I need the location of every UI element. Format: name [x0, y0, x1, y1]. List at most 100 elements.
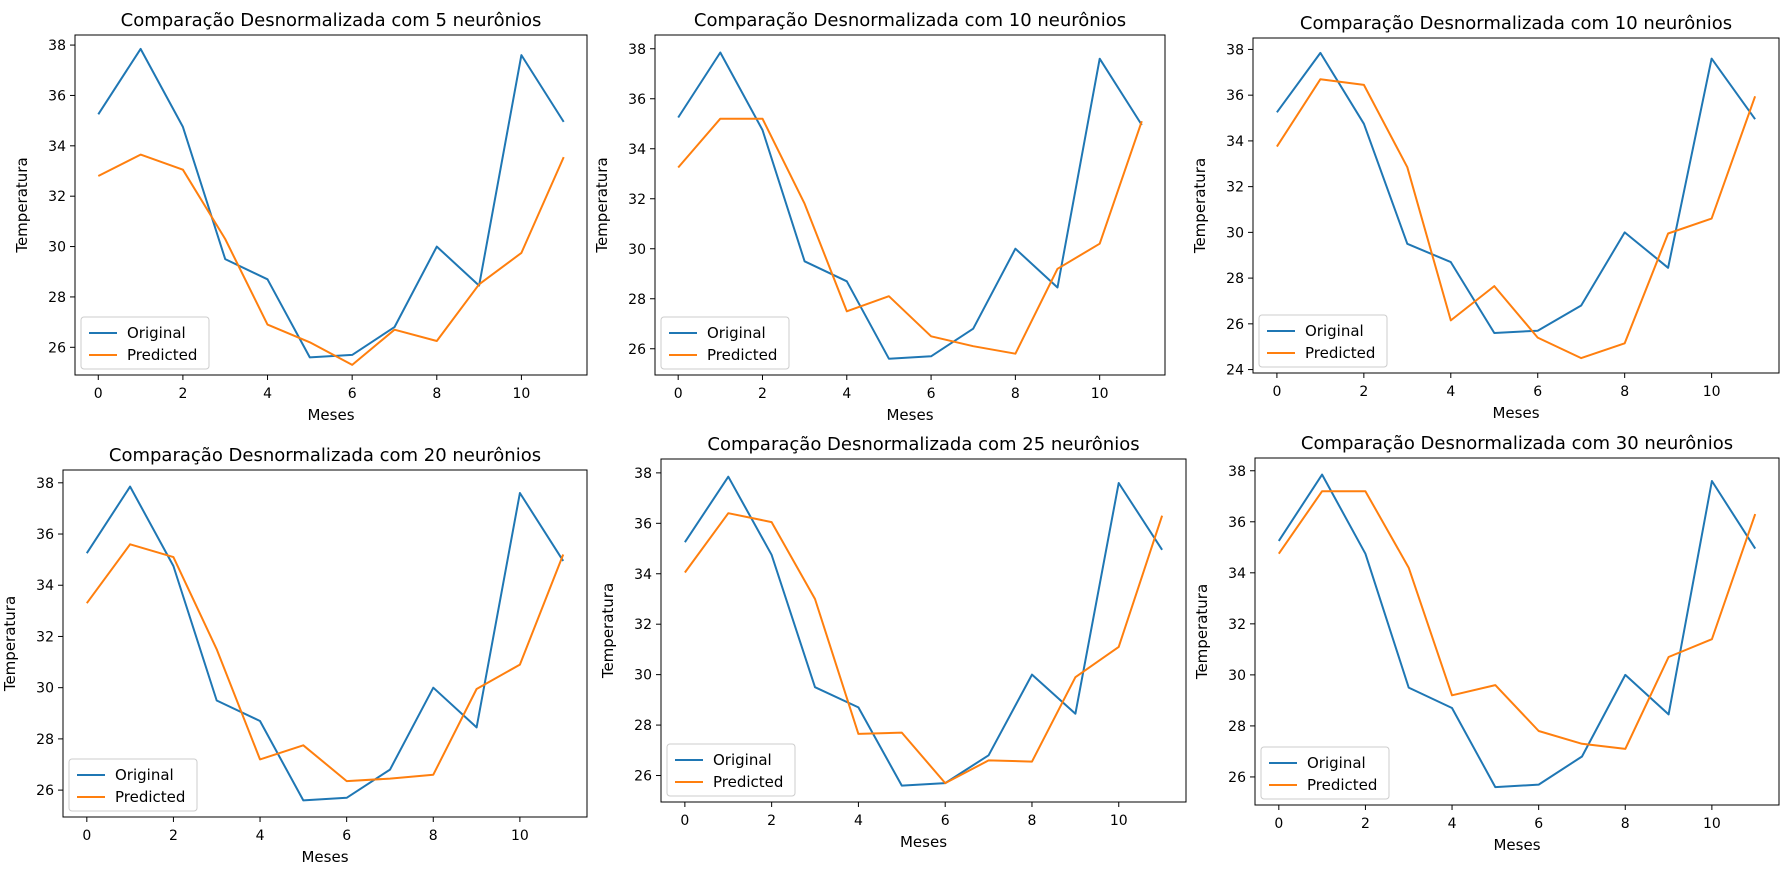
y-tick-label: 36	[48, 88, 66, 104]
x-tick-label: 8	[1621, 816, 1630, 832]
y-tick-label: 34	[48, 139, 66, 155]
y-tick-label: 38	[628, 42, 646, 58]
series-line-original	[677, 51, 1143, 360]
plot-frame	[660, 458, 1187, 803]
legend-label-original: Original	[707, 324, 766, 342]
y-tick-label: 30	[634, 668, 652, 684]
y-tick-label: 28	[1228, 719, 1246, 735]
x-tick-label: 2	[1361, 816, 1370, 832]
series-line-predicted	[97, 153, 565, 366]
y-tick-label: 28	[628, 292, 646, 308]
y-tick-label: 34	[1226, 134, 1244, 150]
x-tick-label: 2	[767, 813, 776, 829]
x-axis-label: Meses	[1493, 836, 1540, 854]
x-axis-label: Meses	[1492, 404, 1539, 422]
series-line-original	[97, 47, 565, 359]
y-tick-label: 28	[1226, 271, 1244, 287]
plot-frame	[1254, 457, 1780, 806]
x-tick-label: 6	[348, 386, 357, 402]
x-tick-label: 4	[256, 828, 265, 844]
x-tick-label: 8	[1011, 386, 1020, 402]
x-tick-label: 0	[674, 386, 683, 402]
y-tick-label: 34	[628, 142, 646, 158]
y-tick-label: 30	[1228, 668, 1246, 684]
x-tick-label: 8	[432, 386, 441, 402]
y-axis-label: Temperatura	[599, 583, 617, 679]
chart-title: Comparação Desnormalizada com 10 neurôni…	[694, 10, 1126, 31]
y-tick-label: 38	[1226, 42, 1244, 58]
y-tick-label: 32	[628, 192, 646, 208]
series-line-original	[684, 475, 1163, 787]
legend-label-predicted: Predicted	[1305, 344, 1375, 362]
y-tick-label: 30	[48, 240, 66, 256]
x-tick-label: 4	[1446, 384, 1455, 400]
legend: Original Predicted	[1260, 746, 1390, 800]
y-tick-label: 32	[1226, 180, 1244, 196]
series-line-original	[1276, 51, 1756, 334]
series-line-predicted	[1277, 490, 1757, 750]
y-tick-label: 38	[1228, 464, 1246, 480]
series-line-predicted	[85, 543, 565, 783]
legend-label-predicted: Predicted	[707, 346, 777, 364]
y-tick-label: 26	[1226, 317, 1244, 333]
y-tick-label: 32	[1228, 617, 1246, 633]
x-tick-label: 4	[263, 386, 272, 402]
y-tick-label: 26	[1228, 770, 1246, 786]
legend-label-original: Original	[713, 751, 772, 769]
x-tick-label: 2	[758, 386, 767, 402]
x-tick-label: 6	[1534, 816, 1543, 832]
y-tick-label: 30	[36, 681, 54, 697]
y-tick-label: 32	[48, 189, 66, 205]
chart-title: Comparação Desnormalizada com 30 neurôni…	[1301, 433, 1733, 454]
y-tick-label: 26	[48, 340, 66, 356]
y-axis-label: Temperatura	[593, 157, 611, 253]
legend-label-predicted: Predicted	[1307, 776, 1377, 794]
y-axis-label: Temperatura	[1, 596, 19, 692]
x-tick-label: 10	[1110, 813, 1128, 829]
x-tick-label: 10	[1703, 816, 1721, 832]
x-tick-label: 6	[927, 386, 936, 402]
x-tick-label: 10	[1091, 386, 1109, 402]
x-tick-label: 6	[941, 813, 950, 829]
x-tick-label: 0	[680, 813, 689, 829]
x-tick-label: 0	[82, 828, 91, 844]
y-tick-label: 34	[1228, 566, 1246, 582]
x-axis-label: Meses	[886, 406, 933, 424]
x-tick-label: 4	[854, 813, 863, 829]
y-axis-label: Temperatura	[1191, 158, 1209, 254]
series-line-predicted	[1276, 78, 1757, 360]
subplot-1: 0 2 4 6 8 10 26 28 30 32 34 36 38 Comparação Desnorma…	[13, 10, 588, 424]
x-tick-label: 10	[512, 386, 530, 402]
y-tick-label: 38	[634, 466, 652, 482]
chart-title: Comparação Desnormalizada com 10 neurôni…	[1300, 13, 1732, 34]
x-axis-label: Meses	[301, 848, 348, 866]
x-tick-label: 6	[342, 828, 351, 844]
subplot-5: 0 2 4 6 8 10 26 28 30 32 34 36 38 Comparação Desnorma…	[599, 434, 1187, 851]
legend-label-predicted: Predicted	[127, 346, 197, 364]
x-tick-label: 2	[178, 386, 187, 402]
legend: Original Predicted	[80, 316, 210, 370]
legend-label-original: Original	[1305, 322, 1364, 340]
legend-label-original: Original	[127, 324, 186, 342]
chart-title: Comparação Desnormalizada com 25 neurôni…	[707, 434, 1139, 455]
plot-frame	[654, 34, 1166, 376]
x-tick-label: 6	[1533, 384, 1542, 400]
x-tick-label: 0	[1274, 816, 1283, 832]
series-line-original	[1277, 473, 1757, 789]
legend-label-predicted: Predicted	[713, 773, 783, 791]
x-tick-label: 2	[169, 828, 178, 844]
y-tick-label: 30	[1226, 225, 1244, 241]
y-tick-label: 34	[36, 578, 54, 594]
legend-label-original: Original	[1307, 754, 1366, 772]
x-tick-label: 10	[511, 828, 529, 844]
legend: Original Predicted	[660, 316, 790, 370]
y-tick-label: 28	[36, 732, 54, 748]
legend: Original Predicted	[1258, 314, 1388, 368]
series-line-predicted	[684, 512, 1164, 785]
y-tick-label: 26	[36, 783, 54, 799]
chart-title: Comparação Desnormalizada com 20 neurôni…	[109, 445, 541, 466]
legend-label-original: Original	[115, 766, 174, 784]
y-tick-label: 38	[48, 38, 66, 54]
x-tick-label: 8	[1028, 813, 1037, 829]
